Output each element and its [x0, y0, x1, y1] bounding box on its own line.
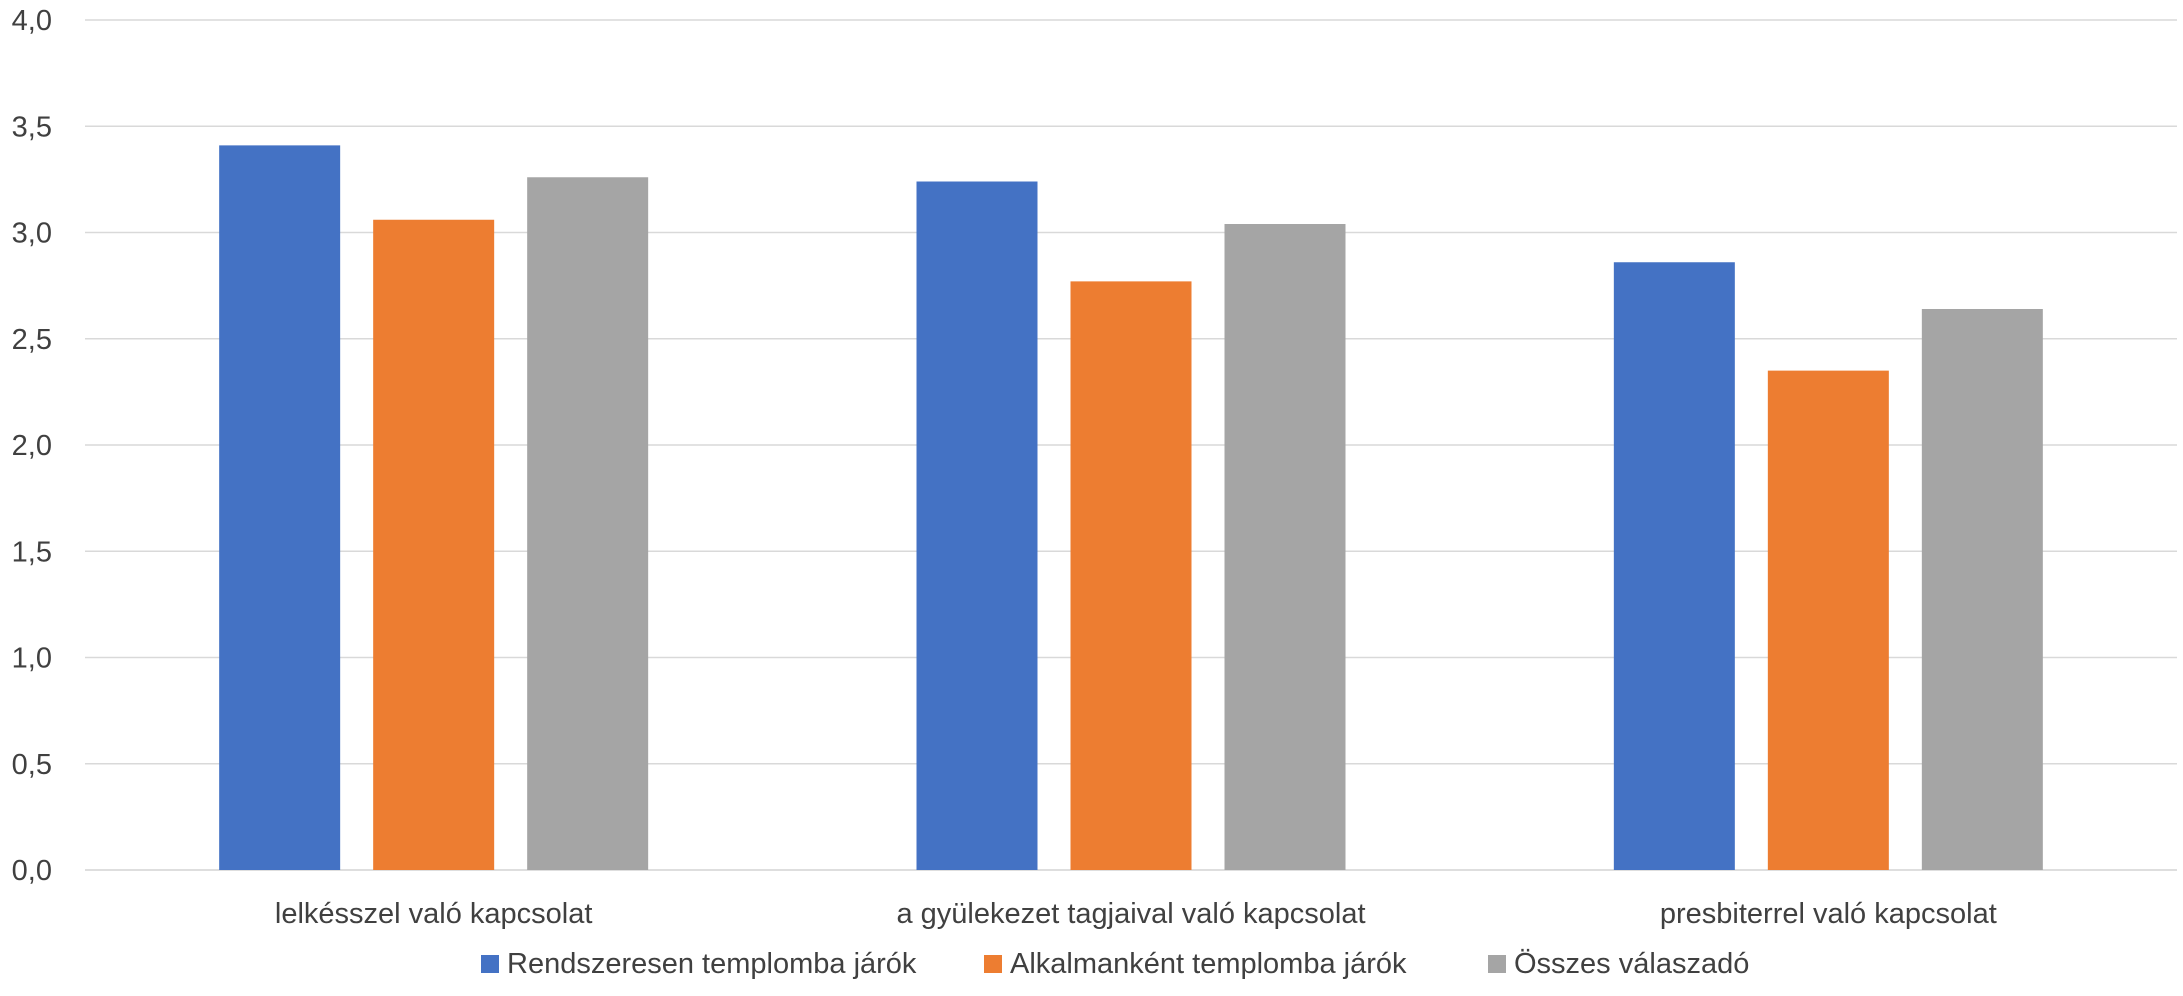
legend-swatch: [984, 955, 1002, 973]
y-tick-label: 4,0: [12, 5, 52, 37]
y-tick-label: 2,5: [12, 324, 52, 356]
bar: [219, 145, 341, 870]
y-tick-label: 0,5: [12, 749, 52, 781]
bar: [916, 181, 1038, 870]
y-axis-tick-labels: 0,0 0,5 1,0 1,5 2,0 2,5 3,0 3,5 4,0: [12, 5, 52, 887]
y-tick-label: 1,0: [12, 643, 52, 675]
legend-entry-label: Alkalmanként templomba járók: [1010, 948, 1407, 980]
bar: [1613, 262, 1735, 870]
bar: [1921, 309, 2043, 870]
y-tick-label: 0,0: [12, 855, 52, 887]
bar: [1070, 281, 1192, 870]
y-tick-label: 2,0: [12, 430, 52, 462]
bar: [1767, 370, 1889, 870]
x-axis-category-labels: lelkésszel való kapcsolat a gyülekezet ta…: [275, 898, 1997, 930]
bar: [373, 219, 495, 870]
legend-entry-label: Összes válaszadó: [1514, 948, 1749, 980]
y-tick-label: 1,5: [12, 536, 52, 568]
x-category-label: a gyülekezet tagjaival való kapcsolat: [896, 898, 1365, 930]
legend: Rendszeresen templomba járók Alkalmanként…: [481, 948, 1749, 980]
bar: [527, 177, 649, 870]
x-category-label: presbiterrel való kapcsolat: [1660, 898, 1997, 930]
bar: [1224, 224, 1346, 870]
x-category-label: lelkésszel való kapcsolat: [275, 898, 593, 930]
y-tick-label: 3,5: [12, 111, 52, 143]
legend-swatch: [481, 955, 499, 973]
y-tick-label: 3,0: [12, 218, 52, 250]
legend-swatch: [1488, 955, 1506, 973]
bars: [219, 145, 2043, 870]
legend-entry-label: Rendszeresen templomba járók: [507, 948, 917, 980]
